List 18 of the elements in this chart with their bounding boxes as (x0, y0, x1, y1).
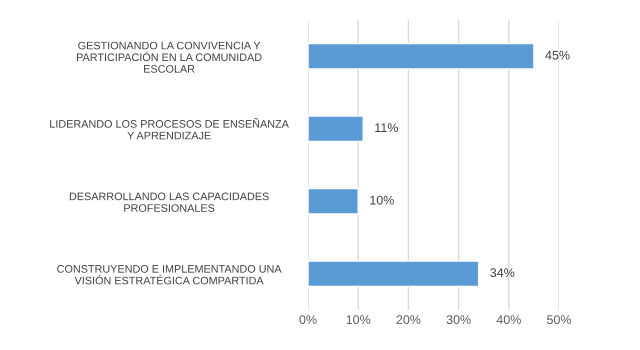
x-tick-label: 10% (346, 315, 370, 324)
x-tick-label: 0% (299, 315, 317, 324)
x-tick-label: 40% (496, 315, 521, 324)
x-tick-label: 20% (396, 315, 420, 324)
data-label: 11% (375, 123, 398, 132)
bar (308, 115, 364, 142)
y-tick-label: DESARROLLANDO LAS CAPACIDADES PROFESIONALES (70, 192, 269, 212)
y-tick-label: LIDERANDO LOS PROCESOS DE ENSEÑANZA Y APRENDIZAJE (50, 118, 289, 140)
y-tick-label: GESTIONANDO LA CONVIVENCIA Y PARTICIPACIÓN EN LA COMUNIDAD ESCOLAR (76, 42, 262, 73)
data-label: 34% (490, 268, 514, 278)
bar (308, 42, 535, 70)
x-tick-label: 30% (446, 315, 471, 324)
y-tick-label: CONSTRUYENDO E IMPLEMENTANDO UNA VISIÓN ESTRATÉGICA COMPARTIDA (57, 265, 282, 284)
bar (308, 188, 359, 215)
bar (308, 260, 480, 288)
x-tick-label: 50% (546, 315, 572, 324)
data-label: 45% (545, 50, 570, 60)
data-label: 10% (370, 196, 394, 205)
